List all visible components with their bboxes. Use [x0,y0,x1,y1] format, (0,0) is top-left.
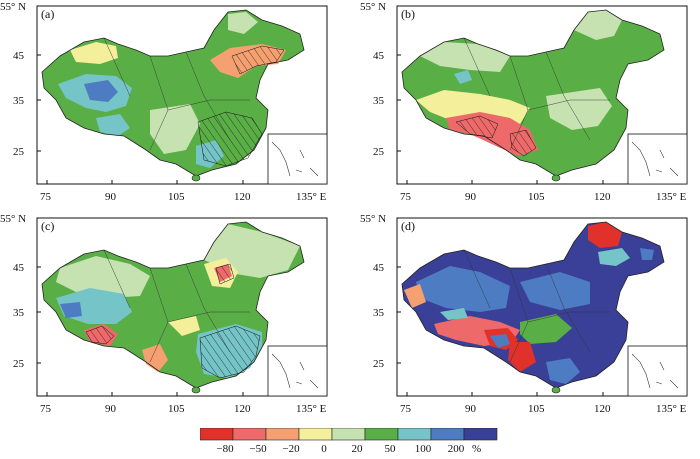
map-frame [36,5,328,185]
lat-label-25: 25 [13,146,25,158]
lat-label-55: 55° N [0,1,26,13]
legend-unit: % [472,443,481,454]
lon-label-90: 90 [465,191,477,203]
lon-label-90: 90 [465,403,477,415]
lon-label-105: 105 [528,403,545,415]
lat-label-25: 25 [373,358,385,370]
axis-ticks [397,54,604,184]
lon-label-75: 75 [400,403,412,415]
colorbar-swatch [430,427,465,441]
legend-tick-neg80: −80 [216,443,234,454]
colorbar-legend: −80 −50 −20 0 20 50 100 200 % [199,427,500,455]
legend-tick-100: 100 [415,443,432,454]
axis-ticks [37,54,244,184]
lon-label-90: 90 [105,403,117,415]
panel-label: (c) [41,219,54,233]
map-frame [396,5,688,185]
colorbar-swatch [463,427,498,441]
lat-label-25: 25 [13,358,25,370]
panel-c: (c) 55° N 45 35 25 75 90 105 120 135° E [0,212,340,422]
colorbar-swatch [199,427,234,441]
lon-label-75: 75 [400,191,412,203]
panel-d: (d) 55° N 45 35 25 75 90 105 120 135° E [360,212,700,422]
colorbar-swatch [298,427,333,441]
panel-label: (a) [41,7,54,21]
china-map [401,9,665,182]
colorbar-swatch [364,427,399,441]
legend-tick-50: 50 [385,443,397,454]
lat-label-55: 55° N [0,213,26,225]
inset-map [267,345,328,397]
lon-label-120: 120 [594,191,611,203]
map-frame [36,217,328,397]
china-map [41,221,305,394]
lon-label-105: 105 [528,191,545,203]
lat-label-45: 45 [13,262,25,274]
colorbar-swatch [397,427,432,441]
colorbar-swatch [331,427,366,441]
lat-label-45: 45 [373,50,385,62]
legend-tick-20: 20 [352,443,364,454]
lat-label-45: 45 [373,262,385,274]
colorbar-swatch [265,427,300,441]
lon-label-75: 75 [40,191,52,203]
china-map [401,221,665,394]
lon-label-105: 105 [168,191,185,203]
inset-map [627,133,688,185]
inset-map [627,345,688,397]
lon-label-120: 120 [234,191,251,203]
inset-map [267,133,328,185]
colorbar-swatch [232,427,267,441]
axis-ticks [37,266,244,396]
lon-label-75: 75 [40,403,52,415]
lon-label-120: 120 [594,403,611,415]
legend-tick-0: 0 [321,443,327,454]
lon-label-135: 135° E [296,191,327,203]
lon-label-120: 120 [234,403,251,415]
lon-label-135: 135° E [656,403,687,415]
lon-label-135: 135° E [296,403,327,415]
lon-label-105: 105 [168,403,185,415]
lat-label-35: 35 [373,307,385,319]
panel-label: (b) [401,7,415,21]
colorbar-swatches [199,427,498,441]
axis-ticks [397,266,604,396]
panel-b: (b) 55° N 45 35 25 75 90 105 120 135° E [360,0,700,210]
legend-tick-neg50: −50 [249,443,267,454]
lat-label-55: 55° N [360,213,386,225]
map-frame [396,217,688,397]
panel-a: (a) 55° N 45 35 25 75 90 105 120 135° E [0,0,340,210]
lat-label-55: 55° N [360,1,386,13]
lat-label-35: 35 [373,95,385,107]
china-map [41,9,305,182]
lat-label-35: 35 [13,307,25,319]
lat-label-35: 35 [13,95,25,107]
lon-label-135: 135° E [656,191,687,203]
lon-label-90: 90 [105,191,117,203]
lat-label-25: 25 [373,146,385,158]
lat-label-45: 45 [13,50,25,62]
panel-label: (d) [401,219,415,233]
legend-tick-200: 200 [448,443,465,454]
legend-tick-neg20: −20 [282,443,300,454]
